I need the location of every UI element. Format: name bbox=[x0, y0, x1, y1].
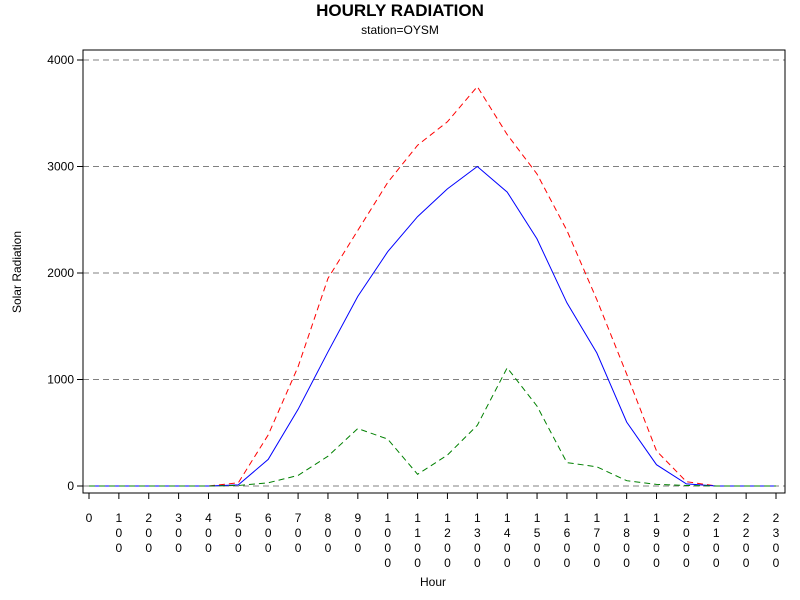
series-lines bbox=[89, 85, 776, 487]
y-axis: 0 1000 2000 3000 4000 bbox=[47, 53, 83, 493]
chart-title: HOURLY RADIATION bbox=[316, 1, 484, 20]
series-line-1 bbox=[89, 85, 776, 487]
x-axis-label: Hour bbox=[420, 575, 446, 589]
y-tick-label: 4000 bbox=[47, 53, 74, 67]
y-axis-label: Solar Radiation bbox=[10, 231, 24, 313]
y-tick-label: 2000 bbox=[47, 266, 74, 280]
series-line-2 bbox=[89, 165, 776, 487]
chart-subtitle: station=OYSM bbox=[361, 23, 439, 37]
gridlines bbox=[83, 59, 785, 487]
plot-frame bbox=[82, 49, 786, 494]
y-tick-label: 1000 bbox=[47, 373, 74, 387]
y-tick-label: 0 bbox=[67, 479, 74, 493]
series-line-3 bbox=[89, 366, 776, 487]
x-axis: 0 1 0 0 2 0 0 3 0 0 4 0 0 5 0 0 6 0 0 7 0 0 8 0 0 9 0 0 1 0 0 0 1 1 0 0 1 2 0 0… bbox=[86, 493, 780, 570]
x-tick-label: 0 bbox=[86, 511, 93, 525]
y-tick-label: 3000 bbox=[47, 160, 74, 174]
